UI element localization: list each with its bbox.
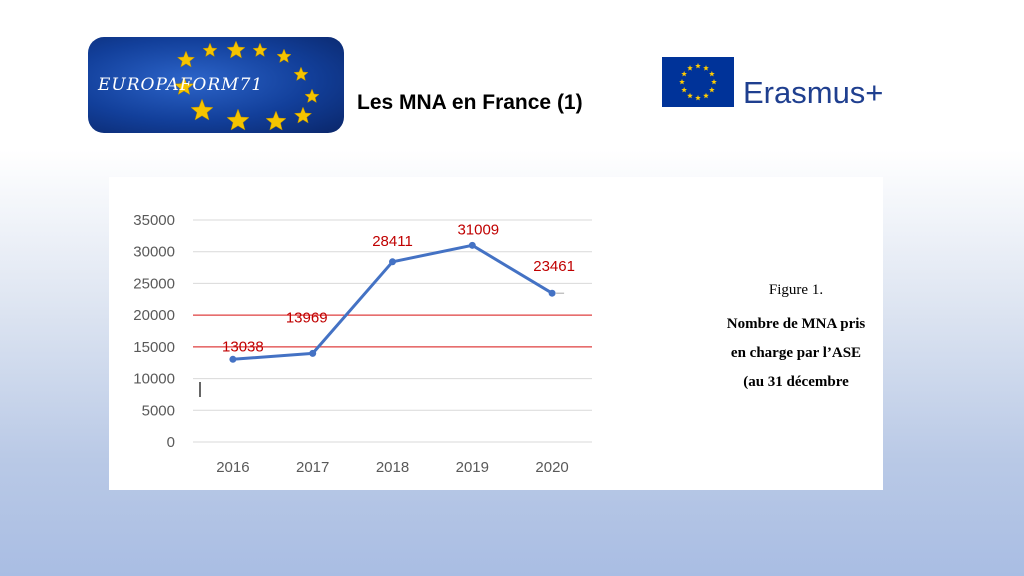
data-label: 28411 [372, 233, 413, 250]
flag-star-icon [687, 92, 693, 99]
star-icon [265, 110, 287, 131]
chart-panel: 0 5000 10000 15000 20000 25000 30000 35000 2016 2… [109, 177, 883, 490]
flag-star-icon [695, 95, 701, 101]
erasmus-logo: Erasmus+ [627, 31, 948, 138]
data-label: 13038 [222, 338, 264, 355]
y-tick-label: 10000 [133, 371, 175, 388]
flag-star-icon [681, 71, 687, 77]
x-tick-label: 2019 [456, 459, 489, 476]
x-tick-label: 2016 [216, 459, 249, 476]
y-tick-label: 5000 [142, 402, 175, 419]
line-chart: 0 5000 10000 15000 20000 25000 30000 35000 2016 2… [133, 212, 592, 476]
flag-star-icon [703, 92, 709, 99]
star-icon [202, 42, 218, 58]
data-point [389, 258, 396, 266]
y-tick-label: 25000 [133, 275, 175, 292]
star-icon [276, 48, 292, 64]
eu-flag-icon [662, 57, 734, 107]
x-tick-label: 2020 [535, 459, 568, 476]
star-icon [173, 76, 195, 96]
star-icon [226, 108, 250, 131]
star-icon [190, 98, 214, 121]
star-icon [293, 66, 309, 82]
flag-star-icon [695, 63, 701, 69]
data-point [229, 355, 237, 363]
data-point [548, 289, 556, 297]
star-icon [252, 42, 268, 58]
y-tick-label: 30000 [133, 244, 175, 261]
flag-star-icon [709, 87, 715, 93]
logo-text: EUROPAFORM71 [98, 75, 264, 95]
star-icon [304, 88, 320, 104]
flag-star-icon [709, 71, 715, 77]
flag-star-icon [687, 65, 693, 71]
y-tick-label: 35000 [133, 212, 175, 229]
slide-title: Les MNA en France (1) [357, 91, 583, 114]
caption-figure-number: Figure 1. [768, 282, 824, 298]
data-point [468, 241, 476, 249]
flag-star-icon [681, 87, 687, 93]
y-tick-label: 20000 [133, 307, 175, 324]
data-label: 23461 [533, 258, 575, 275]
star-icon [226, 40, 246, 59]
flag-star-icon [703, 65, 709, 71]
erasmus-label: Erasmus+ [743, 75, 884, 110]
data-label: 13969 [286, 309, 328, 326]
data-label: 31009 [457, 221, 499, 238]
x-tick-label: 2018 [376, 459, 409, 476]
y-tick-label: 0 [167, 434, 175, 451]
y-tick-label: 15000 [133, 339, 175, 356]
europaform-logo: EUROPAFORM71 [88, 37, 344, 133]
x-tick-label: 2017 [296, 459, 329, 476]
figure-caption: Figure 1. Nombre de MNA pris en charge p… [721, 282, 871, 397]
flag-star-icon [711, 79, 717, 85]
star-icon [293, 106, 313, 124]
eu-stars-ring-icon [173, 40, 320, 131]
flag-star-icon [679, 79, 685, 85]
caption-description: Nombre de MNA pris en charge par l’ASE (… [726, 316, 866, 390]
data-point [309, 349, 317, 357]
star-icon [176, 50, 196, 68]
